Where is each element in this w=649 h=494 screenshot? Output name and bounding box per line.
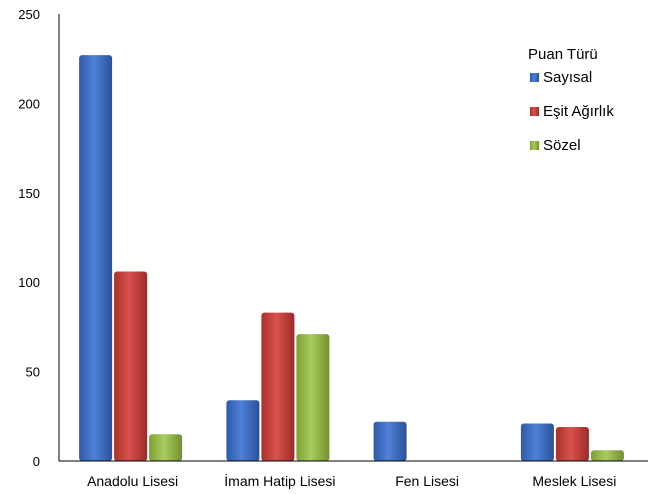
bar-sozel-anadolu-lisesi — [149, 434, 183, 461]
legend: Puan Türü Sayısal Eşit Ağırlık Sözel — [528, 46, 614, 154]
legend-label-esit-agirlik: Eşit Ağırlık — [543, 103, 614, 120]
legend-label-sayisal: Sayısal — [543, 69, 592, 86]
x-category-label: Meslek Lisesi — [532, 473, 616, 489]
bar-sayisal-meslek-lisesi — [520, 423, 554, 461]
x-category-label: Fen Lisesi — [395, 473, 459, 489]
bar-sayisal-anadolu-lisesi — [79, 55, 113, 461]
bar-sozel-meslek-lisesi — [590, 450, 624, 461]
legend-label-sozel: Sözel — [543, 137, 581, 154]
legend-swatch-sozel — [530, 141, 539, 150]
bar-esit-agirlik-imam-hatip-lisesi — [261, 312, 295, 461]
bar-esit-agirlik-anadolu-lisesi — [114, 271, 148, 461]
y-tick-label: 100 — [18, 275, 40, 290]
bars — [79, 55, 624, 461]
y-tick-label: 150 — [18, 186, 40, 201]
bar-sayisal-imam-hatip-lisesi — [226, 400, 260, 461]
legend-swatch-sayisal — [530, 73, 539, 82]
y-tick-label: 50 — [26, 365, 40, 380]
y-tick-label: 250 — [18, 7, 40, 22]
y-axis-ticks: 0 50 100 150 200 250 — [18, 7, 40, 469]
legend-swatch-esit-agirlik — [530, 107, 539, 116]
y-tick-label: 200 — [18, 96, 40, 111]
bar-sozel-imam-hatip-lisesi — [296, 334, 330, 461]
bar-esit-agirlik-meslek-lisesi — [555, 427, 589, 461]
bar-sayisal-fen-lisesi — [373, 421, 407, 461]
x-axis-categories: Anadolu Lisesi İmam Hatip Lisesi Fen Lises… — [87, 472, 616, 489]
x-category-label: İmam Hatip Lisesi — [224, 472, 335, 489]
x-category-label: Anadolu Lisesi — [87, 473, 178, 489]
legend-title: Puan Türü — [528, 46, 598, 63]
y-tick-label: 0 — [33, 454, 40, 469]
